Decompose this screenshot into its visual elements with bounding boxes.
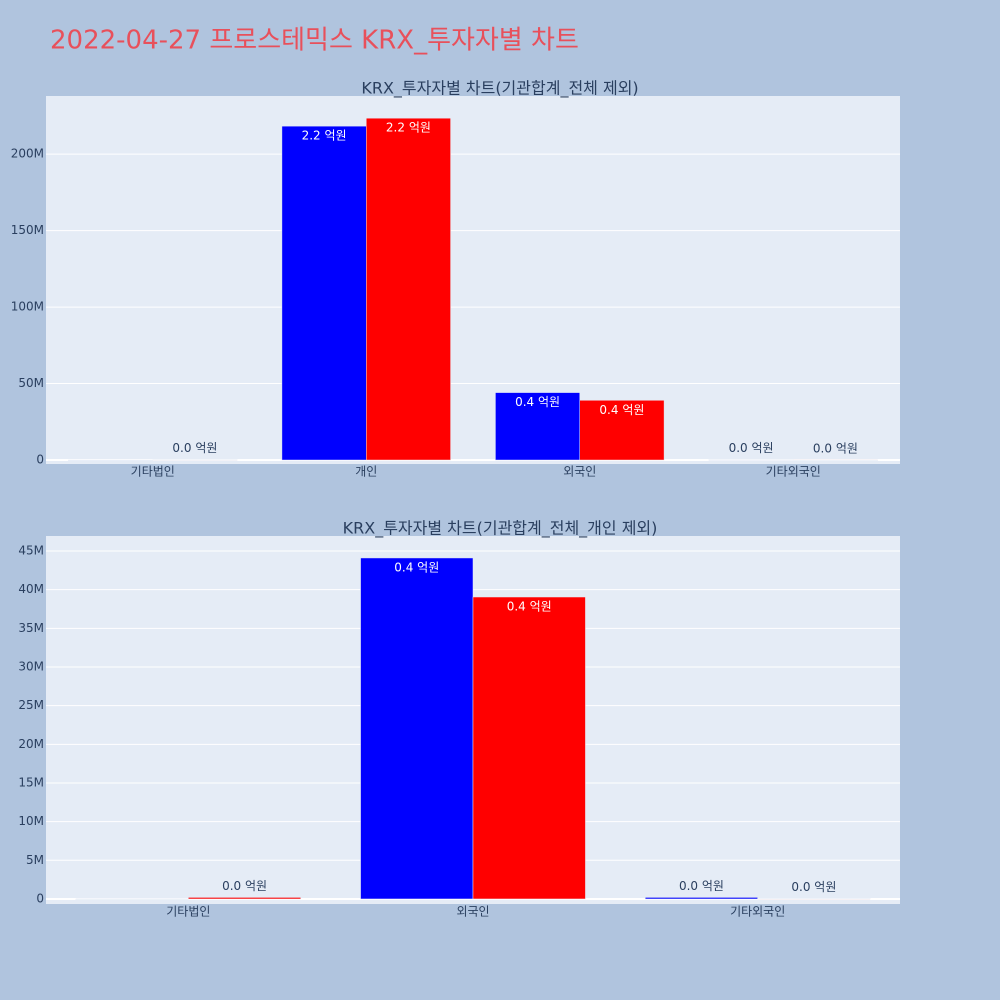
bar <box>708 459 794 461</box>
bar <box>472 596 586 900</box>
bar <box>495 392 581 461</box>
bar <box>152 459 238 461</box>
y-tick-label: 150M <box>11 223 44 237</box>
value-label: 0.0 억원 <box>222 879 267 893</box>
x-tick-label: 기타외국인 <box>730 905 785 919</box>
bar <box>366 117 451 461</box>
y-tick-label: 30M <box>18 659 44 673</box>
value-label: 0.0 억원 <box>679 879 724 893</box>
bar <box>68 459 153 461</box>
value-label: 0.4 억원 <box>394 560 439 574</box>
bar <box>579 400 665 461</box>
x-tick-label: 기타법인 <box>131 465 175 479</box>
bar <box>188 897 302 900</box>
x-tick-label: 외국인 <box>456 905 489 919</box>
y-tick-label: 10M <box>18 814 44 828</box>
value-label: 0.0 억원 <box>729 441 774 455</box>
x-tick-label: 기타법인 <box>166 905 210 919</box>
chart-title: KRX_투자자별 차트(기관합계_전체 제외) <box>361 79 638 99</box>
value-label: 0.4 억원 <box>507 600 552 614</box>
y-tick-label: 25M <box>18 698 44 712</box>
y-tick-label: 40M <box>18 582 44 596</box>
y-tick-label: 50M <box>18 376 44 390</box>
bar <box>793 459 878 461</box>
y-tick-label: 15M <box>18 775 44 789</box>
x-tick-label: 외국인 <box>563 465 596 479</box>
y-tick-label: 5M <box>26 853 44 867</box>
x-tick-label: 개인 <box>355 465 377 479</box>
y-tick-label: 100M <box>11 300 44 314</box>
value-label: 0.4 억원 <box>599 403 644 417</box>
bar <box>360 557 474 900</box>
chart-title: KRX_투자자별 차트(기관합계_전체_개인 제외) <box>343 519 658 539</box>
x-tick-label: 기타외국인 <box>766 465 821 479</box>
y-tick-label: 0 <box>36 453 44 467</box>
bar <box>644 897 758 900</box>
y-tick-label: 45M <box>18 544 44 558</box>
y-tick-label: 35M <box>18 621 44 635</box>
value-label: 0.0 억원 <box>813 441 858 455</box>
bar <box>75 898 189 900</box>
y-tick-label: 0 <box>36 891 44 905</box>
plot-area <box>46 96 900 464</box>
page-title: 2022-04-27 프로스테믹스 KRX_투자자별 차트 <box>50 26 579 56</box>
bar <box>281 125 367 461</box>
value-label: 0.4 억원 <box>515 395 560 409</box>
value-label: 0.0 억원 <box>791 880 836 894</box>
bar <box>757 898 871 900</box>
value-label: 0.0 억원 <box>172 441 217 455</box>
y-tick-label: 20M <box>18 737 44 751</box>
value-label: 2.2 억원 <box>302 129 347 143</box>
y-tick-label: 200M <box>11 147 44 161</box>
value-label: 2.2 억원 <box>386 121 431 135</box>
